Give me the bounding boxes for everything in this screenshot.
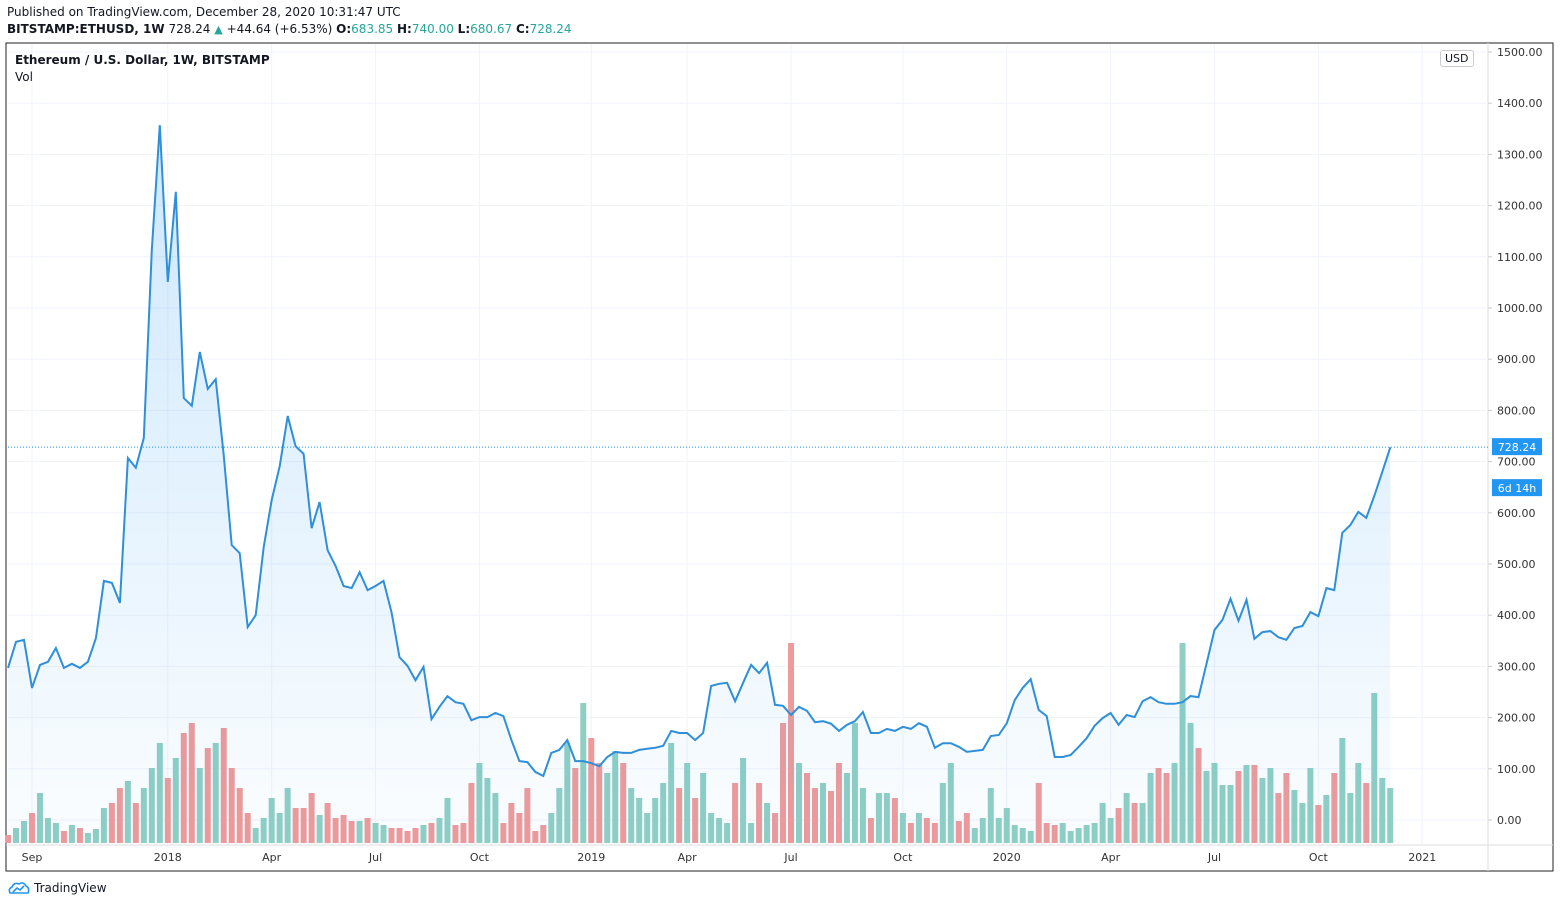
last-price-label: 728.24 [1498,441,1537,454]
y-tick-label: 1400.00 [1497,97,1543,110]
x-tick-label: Apr [262,851,282,864]
low-label: L: [457,22,471,36]
x-tick-label: 2019 [577,851,605,864]
up-triangle-icon: ▲ [214,23,223,36]
tradingview-logo[interactable]: TradingView [8,881,107,895]
last-price: 728.24 [168,22,211,36]
cloud-logo-icon [8,882,30,894]
chart-frame [5,42,1554,872]
price-change: +44.64 (+6.53%) [226,22,333,36]
x-tick-label: Apr [1101,851,1121,864]
series-legend[interactable]: Ethereum / U.S. Dollar, 1W, BITSTAMP [15,53,270,67]
price-line [7,125,1392,778]
y-tick-label: 500.00 [1497,558,1536,571]
y-tick-label: 0.00 [1497,814,1522,827]
x-tick-label: 2020 [993,851,1021,864]
x-tick-label: Jul [783,851,797,864]
y-tick-label: 300.00 [1497,660,1536,673]
x-tick-label: 2021 [1408,851,1436,864]
y-tick-label: 1000.00 [1497,302,1543,315]
last-price-label-bg [1492,438,1542,456]
ohlc-line: BITSTAMP:ETHUSD, 1W 728.24 ▲ +44.64 (+6.… [7,22,572,36]
y-tick-label: 200.00 [1497,712,1536,725]
y-tick-label: 1200.00 [1497,200,1543,213]
x-tick-label: Jul [368,851,382,864]
price-area-fill [8,125,1391,843]
x-tick-label: Sep [22,851,43,864]
symbol: BITSTAMP:ETHUSD, 1W [7,22,165,36]
y-tick-label: 400.00 [1497,609,1536,622]
volume-legend[interactable]: Vol [15,70,33,84]
y-tick-label: 1300.00 [1497,148,1543,161]
close-value: 728.24 [529,22,572,36]
countdown-label-bg [1492,479,1542,497]
x-tick-label: Jul [1207,851,1221,864]
x-tick-label: 2018 [154,851,182,864]
open-value: 683.85 [351,22,394,36]
y-tick-label: 100.00 [1497,763,1536,776]
close-label: C: [515,22,530,36]
y-tick-label: 700.00 [1497,456,1536,469]
y-tick-label: 1500.00 [1497,46,1543,59]
y-tick-label: 900.00 [1497,353,1536,366]
published-line: Published on TradingView.com, December 2… [7,5,401,19]
x-tick-label: Oct [1309,851,1329,864]
countdown-label: 6d 14h [1498,482,1536,495]
brand-name: TradingView [34,881,107,895]
y-tick-label: 1100.00 [1497,251,1543,264]
high-label: H: [397,22,412,36]
x-tick-label: Oct [893,851,913,864]
y-tick-label: 600.00 [1497,507,1536,520]
x-tick-label: Oct [470,851,490,864]
open-label: O: [336,22,352,36]
currency-button[interactable]: USD [1440,50,1474,67]
high-value: 740.00 [411,22,454,36]
low-value: 680.67 [470,22,513,36]
y-tick-label: 800.00 [1497,404,1536,417]
x-tick-label: Apr [678,851,698,864]
